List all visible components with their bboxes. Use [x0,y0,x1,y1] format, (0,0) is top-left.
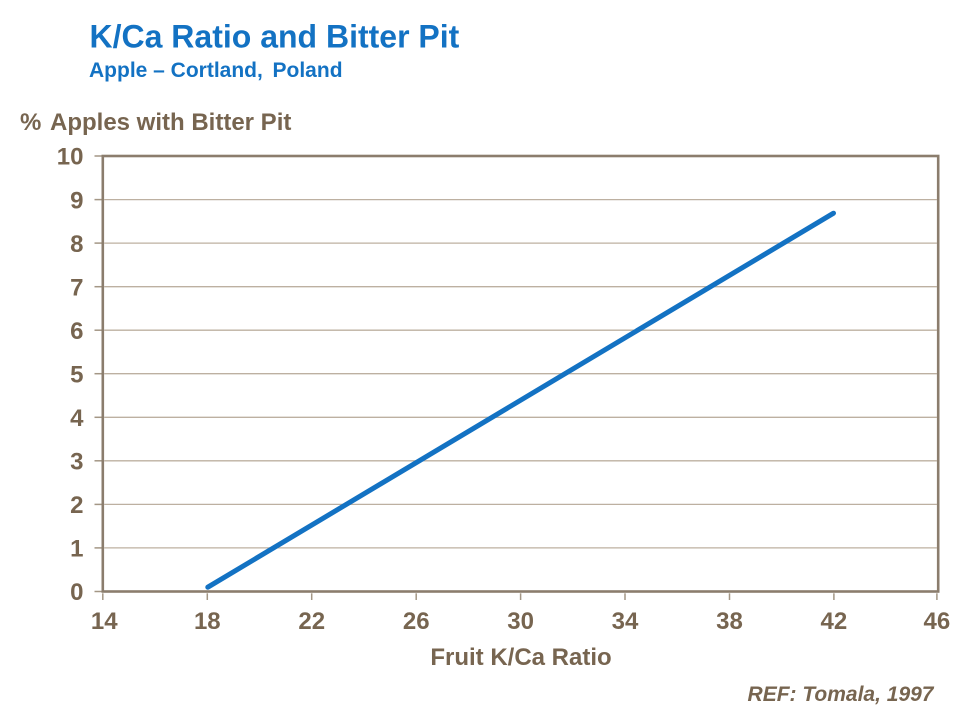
svg-text:0: 0 [70,579,83,606]
svg-text:38: 38 [716,608,743,635]
svg-text:5: 5 [70,361,83,388]
svg-text:26: 26 [403,608,430,635]
svg-text:42: 42 [821,608,848,635]
svg-text:18: 18 [194,608,221,635]
svg-text:Apples with Bitter Pit: Apples with Bitter Pit [50,109,291,136]
svg-text:%: % [20,109,41,136]
svg-text:34: 34 [612,608,639,635]
svg-text:22: 22 [298,608,325,635]
svg-text:30: 30 [507,608,534,635]
svg-text:10: 10 [57,144,84,171]
svg-text:6: 6 [70,318,83,345]
svg-text:Fruit K/Ca Ratio: Fruit K/Ca Ratio [430,644,611,671]
svg-text:4: 4 [70,405,84,432]
svg-text:8: 8 [70,231,83,258]
svg-text:3: 3 [70,449,83,476]
svg-text:1: 1 [70,536,83,563]
svg-text:14: 14 [91,608,118,635]
svg-text:46: 46 [924,608,951,635]
svg-text:K/Ca Ratio and Bitter Pit: K/Ca Ratio and Bitter Pit [90,19,460,55]
svg-text:Apple – Cortland, Poland: Apple – Cortland, Poland [89,59,343,82]
svg-text:REF: Tomala, 1997: REF: Tomala, 1997 [748,683,935,706]
svg-text:9: 9 [70,187,83,214]
svg-text:7: 7 [70,274,83,301]
svg-text:2: 2 [70,492,83,519]
